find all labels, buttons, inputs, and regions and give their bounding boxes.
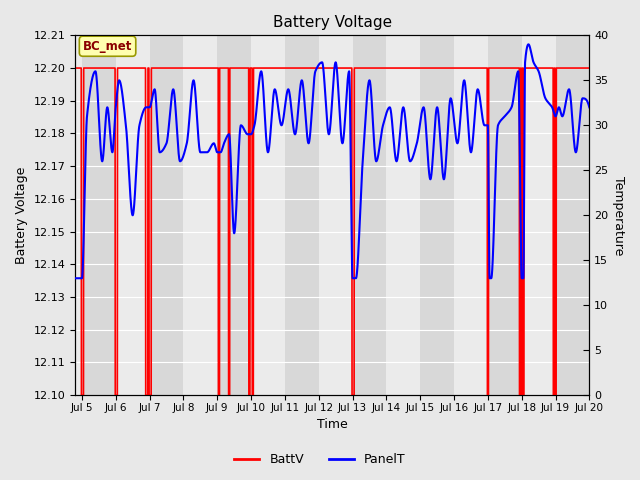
Bar bbox=[420, 36, 454, 395]
Y-axis label: Battery Voltage: Battery Voltage bbox=[15, 167, 28, 264]
Bar bbox=[454, 36, 488, 395]
Bar bbox=[251, 36, 285, 395]
Legend: BattV, PanelT: BattV, PanelT bbox=[229, 448, 411, 471]
Bar bbox=[488, 36, 522, 395]
Text: BC_met: BC_met bbox=[83, 40, 132, 53]
Bar bbox=[116, 36, 150, 395]
X-axis label: Time: Time bbox=[317, 419, 348, 432]
Bar bbox=[217, 36, 251, 395]
Bar bbox=[82, 36, 116, 395]
Title: Battery Voltage: Battery Voltage bbox=[273, 15, 392, 30]
Bar bbox=[150, 36, 184, 395]
Bar bbox=[353, 36, 387, 395]
Y-axis label: Temperature: Temperature bbox=[612, 176, 625, 255]
Bar bbox=[184, 36, 217, 395]
Bar bbox=[522, 36, 556, 395]
Bar bbox=[319, 36, 353, 395]
Bar bbox=[556, 36, 589, 395]
Bar bbox=[285, 36, 319, 395]
Bar bbox=[387, 36, 420, 395]
